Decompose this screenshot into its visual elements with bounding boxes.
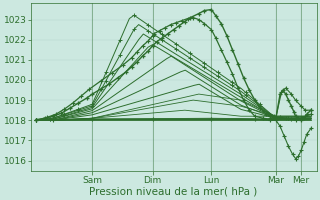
X-axis label: Pression niveau de la mer( hPa ): Pression niveau de la mer( hPa ) bbox=[90, 187, 258, 197]
